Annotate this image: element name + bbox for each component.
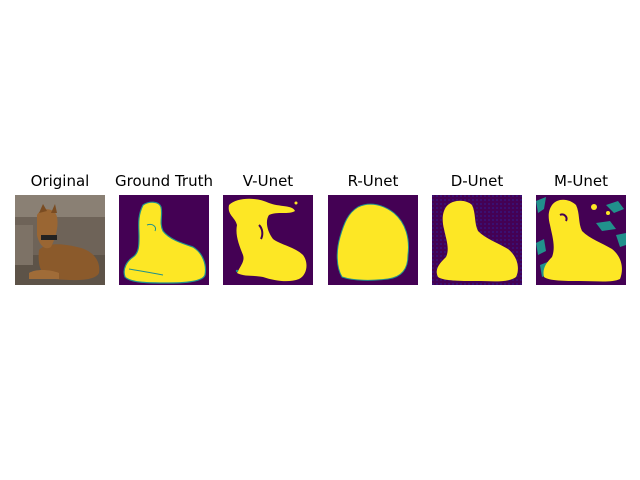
m-unet-mask [536,195,626,285]
r-unet-mask [328,195,418,285]
panel-m-unet: M-Unet [529,171,633,291]
d-unet-mask [432,195,522,285]
panel-title-ground-truth: Ground Truth [115,172,213,190]
panel-title-m-unet: M-Unet [554,172,608,190]
panel-d-unet: D-Unet [425,171,529,291]
panel-original: Original [8,171,112,291]
panel-title-r-unet: R-Unet [347,172,399,190]
ground-truth-mask [119,195,209,285]
original-photo [15,195,105,285]
panel-title-v-unet: V-Unet [242,172,294,190]
panel-ground-truth: Ground Truth [112,171,216,291]
v-unet-mask [223,195,313,285]
panel-v-unet: V-Unet [216,171,320,291]
panel-title-d-unet: D-Unet [450,172,504,190]
panel-title-original: Original [30,172,90,190]
panel-r-unet: R-Unet [321,171,425,291]
